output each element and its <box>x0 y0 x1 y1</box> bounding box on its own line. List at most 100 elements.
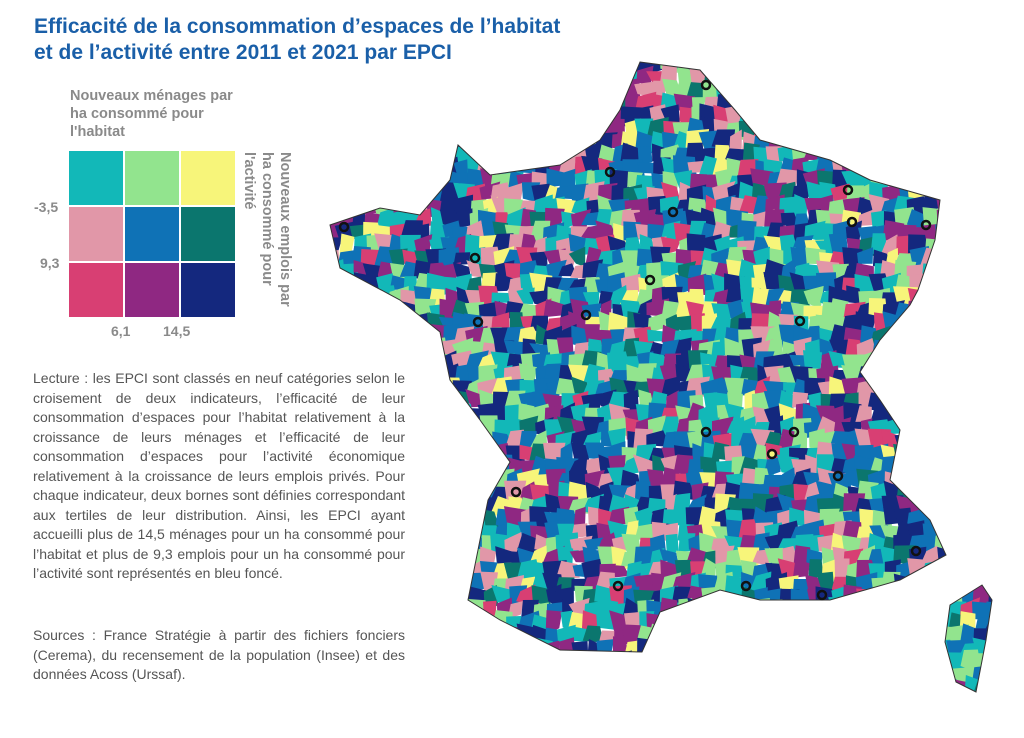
epci-area <box>789 600 813 618</box>
legend-color-cell <box>69 263 123 317</box>
epci-area <box>920 402 940 427</box>
epci-area <box>546 110 560 127</box>
epci-area <box>362 68 382 86</box>
epci-area <box>789 678 809 692</box>
epci-area <box>932 250 956 269</box>
epci-area <box>675 638 693 660</box>
epci-area <box>880 155 904 176</box>
epci-area <box>335 130 359 150</box>
epci-area <box>634 506 654 530</box>
epci-area <box>439 117 462 139</box>
epci-area <box>413 161 434 177</box>
epci-area <box>961 691 982 692</box>
epci-area <box>959 262 982 281</box>
epci-area <box>973 94 992 113</box>
epci-area <box>795 62 812 73</box>
epci-area <box>427 105 449 128</box>
epci-area <box>962 274 979 291</box>
epci-area <box>330 572 346 592</box>
epci-area <box>387 404 411 423</box>
epci-area <box>975 184 992 203</box>
epci-area <box>842 649 865 674</box>
epci-area <box>529 666 553 685</box>
epci-area <box>390 367 404 388</box>
epci-area <box>439 447 462 466</box>
epci-area <box>594 652 617 669</box>
epci-area <box>948 456 969 479</box>
epci-area <box>988 353 992 375</box>
epci-area <box>777 662 798 681</box>
epci-area <box>986 651 992 674</box>
epci-area <box>456 69 473 86</box>
epci-area <box>584 662 605 684</box>
epci-area <box>625 94 640 109</box>
epci-area <box>373 407 397 420</box>
legend-y-tick: -3,5 <box>34 199 59 215</box>
epci-area <box>919 64 944 88</box>
epci-area <box>347 688 371 692</box>
epci-area <box>330 129 345 154</box>
epci-area <box>661 662 684 685</box>
epci-area <box>947 486 967 504</box>
epci-area <box>401 650 424 672</box>
epci-area <box>400 573 423 594</box>
epci-area <box>535 679 554 692</box>
epci-area <box>898 364 917 387</box>
epci-area <box>867 636 889 661</box>
epci-area <box>585 677 603 692</box>
epci-area <box>503 677 525 692</box>
epci-area <box>870 586 891 604</box>
epci-area <box>984 326 992 348</box>
epci-area <box>727 299 744 319</box>
epci-area <box>445 678 463 692</box>
city-marker <box>832 470 844 482</box>
epci-area <box>362 561 385 583</box>
epci-area <box>698 652 720 674</box>
epci-area <box>920 694 942 709</box>
epci-area <box>911 377 928 396</box>
epci-area <box>465 469 482 492</box>
epci-area <box>910 108 930 125</box>
city-marker <box>794 315 806 327</box>
epci-area <box>376 446 398 463</box>
epci-area <box>922 588 941 605</box>
epci-area <box>585 108 600 127</box>
epci-area <box>412 691 430 692</box>
epci-area <box>390 326 410 346</box>
epci-area <box>330 472 345 489</box>
epci-area <box>909 390 931 414</box>
epci-area <box>896 456 918 476</box>
epci-area <box>729 675 748 692</box>
epci-area <box>330 183 346 204</box>
epci-area <box>491 104 508 124</box>
epci-area <box>442 639 461 658</box>
epci-area <box>336 185 354 202</box>
epci-area <box>868 675 891 692</box>
epci-area <box>832 135 850 152</box>
epci-area <box>330 62 344 75</box>
epci-area <box>330 90 344 113</box>
epci-area <box>330 311 341 333</box>
epci-area <box>988 551 992 565</box>
epci-area <box>959 62 982 75</box>
epci-area <box>816 637 839 660</box>
epci-area <box>330 363 339 387</box>
epci-area <box>439 693 461 710</box>
epci-area <box>360 90 382 113</box>
epci-area <box>659 637 683 661</box>
epci-area <box>334 610 355 632</box>
epci-area <box>347 431 369 453</box>
epci-area <box>906 637 929 659</box>
country-border <box>329 61 947 653</box>
epci-area <box>893 573 912 590</box>
epci-area <box>945 250 968 270</box>
epci-area <box>939 318 957 334</box>
epci-area <box>913 312 927 331</box>
epci-area <box>337 549 357 569</box>
epci-area <box>401 62 420 73</box>
epci-area <box>516 287 535 305</box>
epci-area <box>919 651 944 672</box>
city-marker <box>910 545 922 557</box>
epci-area <box>816 64 835 84</box>
epci-area <box>804 662 827 684</box>
